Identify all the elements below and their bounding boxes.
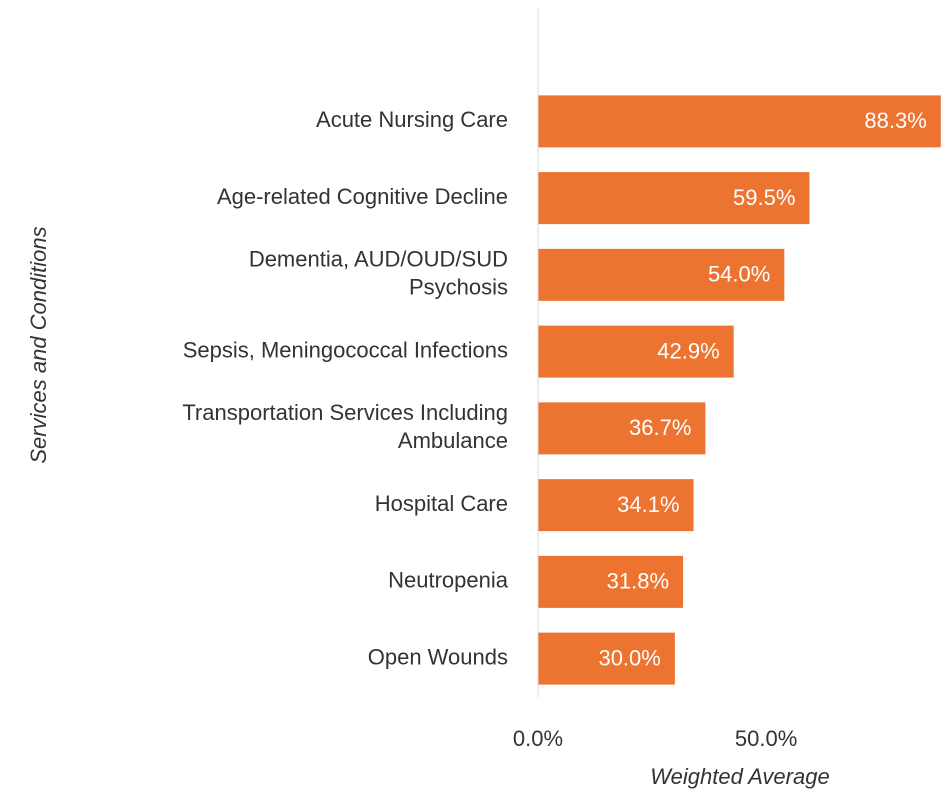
bar [538,402,706,455]
y-tick-label: Age-related Cognitive Decline [217,184,508,209]
bar [538,95,941,148]
value-label: 54.0% [708,262,770,287]
bar [538,632,675,685]
bar [538,248,785,301]
bar [538,479,694,532]
y-tick-label: Hospital Care [375,491,508,516]
y-tick-label: Dementia, AUD/OUD/SUD [249,247,508,272]
y-tick-label: Transportation Services Including [182,400,508,425]
value-label: 31.8% [607,569,669,594]
y-tick-label: Neutropenia [388,568,509,593]
value-label: 59.5% [733,185,795,210]
bar [538,172,810,225]
y-tick-label: Sepsis, Meningococcal Infections [183,337,508,362]
bar [538,555,684,608]
y-tick-label: Ambulance [398,428,508,453]
x-tick-label: 0.0% [513,726,563,751]
y-tick-label: Open Wounds [368,644,508,669]
value-label: 34.1% [617,492,679,517]
value-label: 36.7% [629,415,691,440]
value-label: 88.3% [864,108,926,133]
value-label: 30.0% [598,645,660,670]
value-label: 42.9% [657,338,719,363]
y-axis-title: Services and Conditions [26,226,51,463]
x-axis-title: Weighted Average [650,764,829,789]
x-tick-label: 50.0% [735,726,797,751]
bar [538,325,734,378]
y-tick-label: Psychosis [409,275,508,300]
y-tick-label: Acute Nursing Care [316,107,508,132]
